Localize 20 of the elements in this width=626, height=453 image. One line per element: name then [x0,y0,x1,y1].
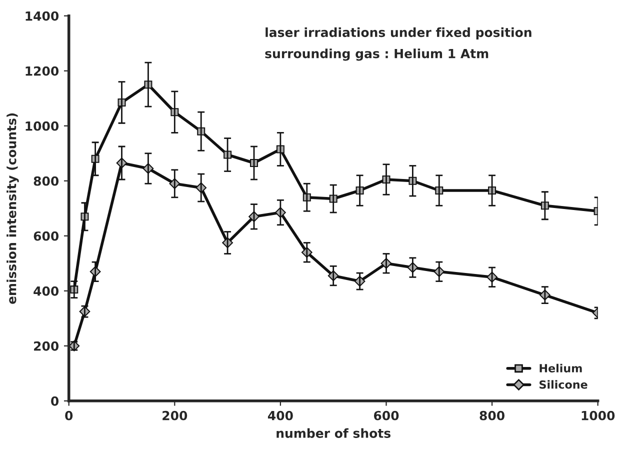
y-tick-label: 1200 [26,66,59,76]
x-tick-label: 1000 [582,410,615,420]
y-tick-label: 1400 [26,11,59,21]
x-axis-title: number of shots [276,428,390,438]
x-tick-label: 400 [268,410,293,420]
annotation: laser irradiations under fixed position [266,27,532,40]
y-tick-label: 200 [34,341,59,351]
y-tick-label: 600 [34,231,59,241]
annotation: surrounding gas : Helium 1 Atm [265,48,488,61]
y-tick-label: 1000 [26,121,59,131]
legend-label: Silicone [540,380,588,389]
x-tick-label: 0 [65,410,73,420]
y-tick-label: 400 [34,286,59,296]
y-tick-label: 800 [34,176,59,186]
legend-label: Helium [540,364,582,372]
x-tick-label: 600 [374,410,399,420]
x-tick-label: 800 [480,410,504,420]
y-tick-label: 0 [51,396,59,406]
x-tick-label: 200 [162,410,188,420]
y-axis-title: emission intensity (counts) [6,113,19,304]
